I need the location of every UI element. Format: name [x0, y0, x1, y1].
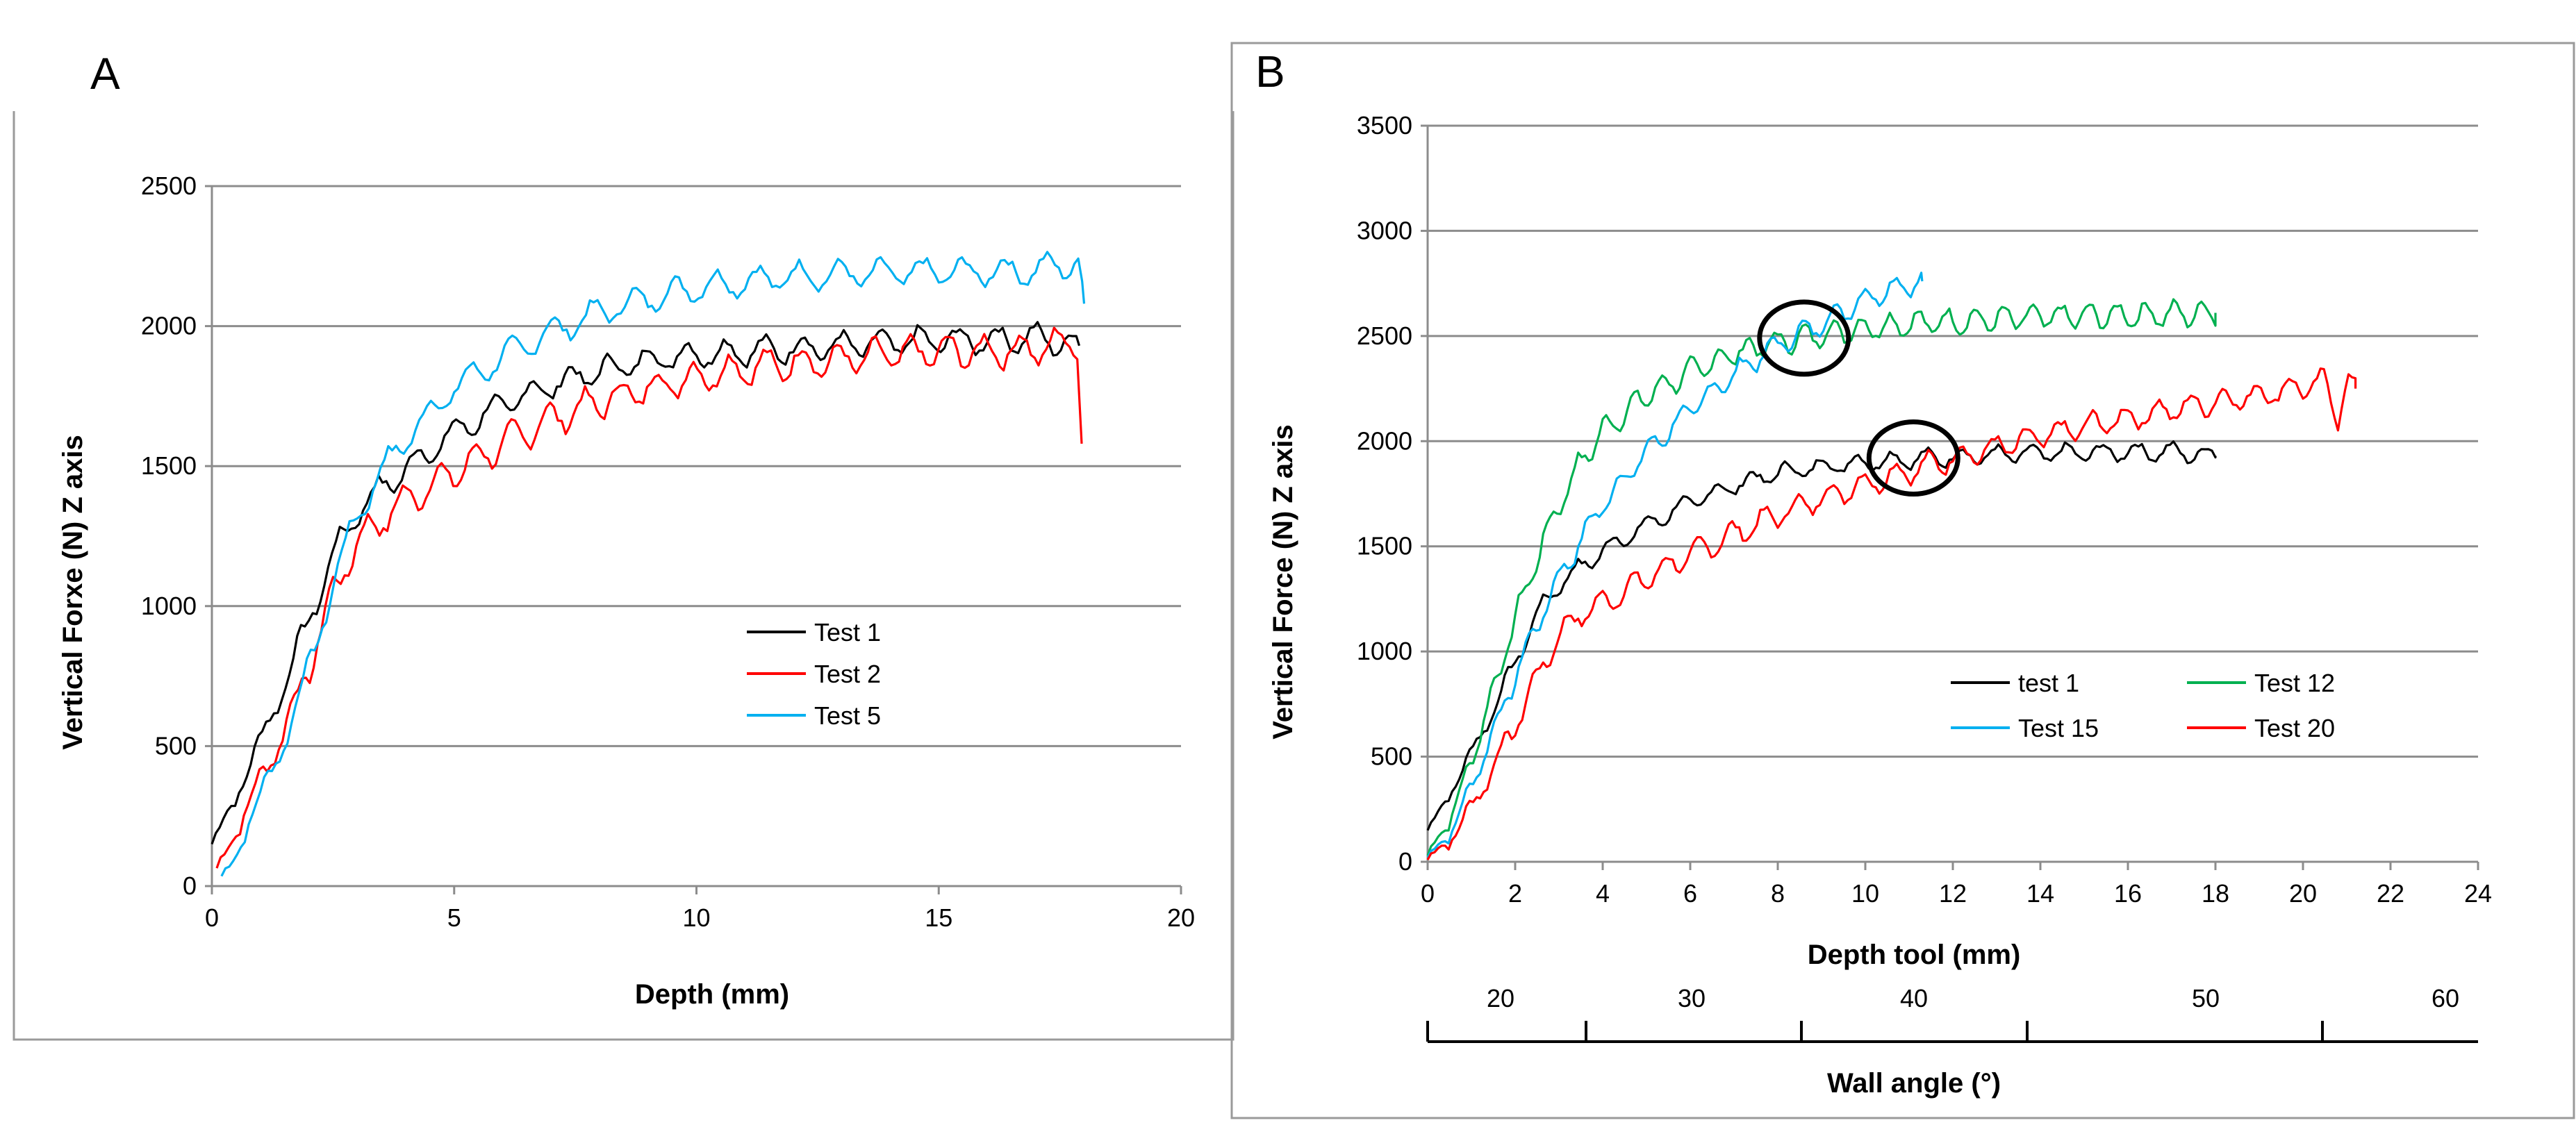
- panel-b-x-axis-label: Depth tool (mm): [1808, 940, 2021, 970]
- panel-b-frame: [1230, 42, 2575, 1119]
- panel-b-x-tick-label: 20: [2289, 879, 2317, 908]
- panel-b-x-tick-label: 8: [1771, 879, 1785, 908]
- panel-b-x-tick-label: 12: [1939, 879, 1967, 908]
- panel-a-gridlines: [212, 185, 1181, 747]
- panel-a-legend-entry: Test 1: [814, 618, 881, 647]
- wall-angle-tick-label: 20: [1487, 984, 1514, 1012]
- panel-b-x-tick-label: 24: [2464, 879, 2492, 908]
- panel-a-y-tick-label: 1500: [141, 451, 197, 480]
- panel-b-x-tick-label: 2: [1508, 879, 1522, 908]
- panel-b-x-tick-label: 10: [1851, 879, 1879, 908]
- wall-angle-tick-label: 60: [2431, 984, 2459, 1012]
- panel-b-x-tick-label: 18: [2202, 879, 2229, 908]
- panel-b-series: [1426, 272, 2357, 860]
- wall-angle-tick-label: 50: [2192, 984, 2220, 1012]
- panel-b-series-test-20: [1426, 367, 2357, 860]
- panel-a-legend-entry: Test 5: [814, 701, 881, 730]
- panel-b-gridlines: [1428, 124, 2478, 758]
- panel-b-series-test-12: [1426, 298, 2217, 856]
- panel-b-x-tick-label: 22: [2377, 879, 2404, 908]
- panel-b-y-tick-label: 3500: [1357, 111, 1412, 140]
- panel-a-y-tick-label: 1000: [141, 592, 197, 620]
- panel-b-y-axis-label: Vertical Force (N) Z axis: [1268, 424, 1298, 740]
- panel-a-legend-entry: Test 2: [814, 660, 881, 688]
- panel-b-y-tick-label: 2000: [1357, 426, 1412, 455]
- panel-b-highlight-circle: [1757, 299, 1851, 377]
- panel-a-series-test-1: [210, 321, 1081, 845]
- panel-a-y-tick-label: 2000: [141, 312, 197, 340]
- panel-b-x-ticks: 0 2 4 6 8 10 12 14 16 18 20 22 24: [1421, 879, 2492, 908]
- panel-a-x-tick-label: 15: [925, 903, 952, 932]
- panel-b-legend-entry: Test 20: [2254, 714, 2335, 742]
- panel-a-frame: [13, 111, 1235, 1041]
- panel-b-legend-entry: test 1: [2018, 669, 2079, 697]
- panel-b-highlight-circle: [1866, 419, 1960, 497]
- panel-a-y-tick-label: 2500: [141, 172, 197, 200]
- panel-a-series-test-5: [220, 251, 1086, 877]
- panel-b-x-tick-label: 6: [1683, 879, 1697, 908]
- panel-b-y-tick-label: 0: [1398, 847, 1412, 876]
- wall-angle-tick-label: 30: [1678, 984, 1706, 1012]
- panel-a-x-tick-label: 0: [205, 903, 219, 932]
- panel-b-y-tick-label: 500: [1371, 742, 1412, 771]
- panel-a-y-ticks: 0 500 1000 1500 2000 2500: [141, 172, 197, 900]
- panel-a-series-test-2: [215, 326, 1083, 869]
- panel-a-series: [210, 251, 1086, 877]
- panel-b-x-tick-label: 0: [1421, 879, 1435, 908]
- panel-a-axes: [205, 185, 1182, 894]
- panel-a-y-tick-label: 500: [155, 731, 197, 760]
- panel-b-wall-angle-axis: 20 30 40 50 60: [1426, 984, 2478, 1043]
- panel-b-label: B: [1255, 47, 1285, 97]
- panel-b-y-tick-label: 3000: [1357, 216, 1412, 244]
- panel-b-series-test-15: [1426, 272, 1924, 858]
- panel-a-x-axis-label: Depth (mm): [635, 979, 789, 1010]
- panel-b-axes: [1421, 124, 2479, 870]
- panel-b-annotations: [1757, 299, 1960, 497]
- panel-b-wall-angle-label: Wall angle (°): [1827, 1068, 2001, 1099]
- panel-a-y-axis-label: Vertical Forxe (N) Z axis: [58, 435, 88, 750]
- wall-angle-tick-label: 40: [1900, 984, 1928, 1012]
- panel-b-y-tick-label: 1500: [1357, 532, 1412, 560]
- panel-a-x-tick-label: 20: [1167, 903, 1195, 932]
- panel-b-x-tick-label: 14: [2026, 879, 2054, 908]
- panel-a-x-ticks: 0 5 10 15 20: [205, 903, 1195, 932]
- panel-b-legend: test 1 Test 12 Test 15 Test 20: [1951, 669, 2335, 742]
- panel-b-x-tick-label: 16: [2114, 879, 2142, 908]
- panel-b-x-tick-label: 4: [1596, 879, 1610, 908]
- panel-b-y-tick-label: 2500: [1357, 322, 1412, 350]
- panel-a-x-tick-label: 10: [682, 903, 710, 932]
- panel-a-x-tick-label: 5: [447, 903, 461, 932]
- panel-b-series-test-1: [1426, 440, 2217, 831]
- panel-b-legend-entry: Test 15: [2018, 714, 2099, 742]
- panel-a-legend: Test 1 Test 2 Test 5: [747, 618, 881, 730]
- panel-b-legend-entry: Test 12: [2254, 669, 2335, 697]
- panel-b-y-ticks: 0 500 1000 1500 2000 2500 3000 3500: [1357, 111, 1412, 876]
- panel-a-label: A: [90, 49, 120, 99]
- panel-b-y-tick-label: 1000: [1357, 637, 1412, 665]
- panel-a-y-tick-label: 0: [183, 872, 197, 900]
